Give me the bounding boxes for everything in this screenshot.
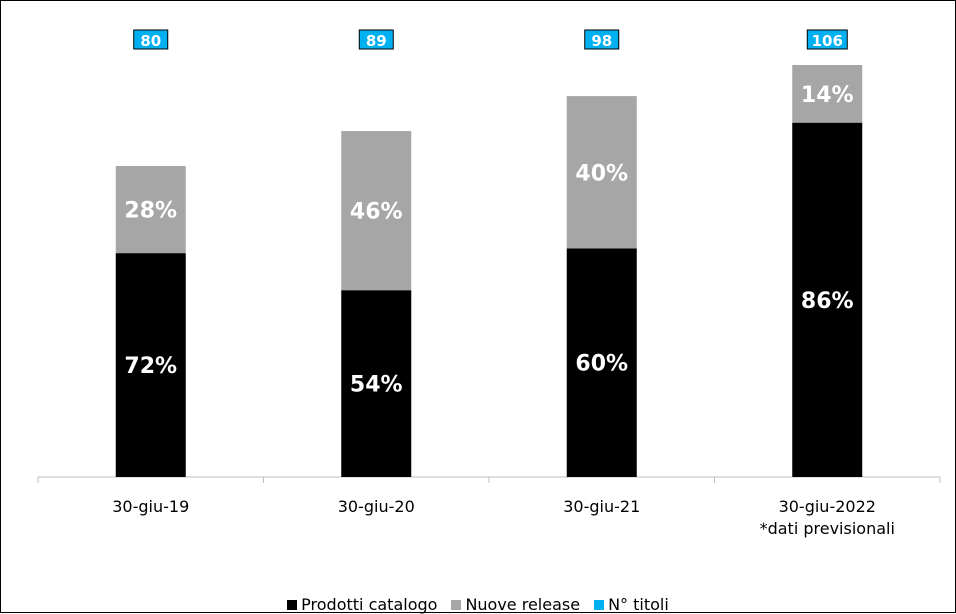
data-label-nuove-release: 40% (575, 161, 628, 186)
data-label-prodotti-catalogo: 72% (124, 354, 177, 379)
titles-count-label: 89 (366, 32, 387, 50)
data-label-prodotti-catalogo: 54% (350, 373, 403, 398)
legend-swatch-blue-icon (594, 599, 605, 610)
chart-legend: Prodotti catalogo Nuove release N° titol… (0, 595, 956, 614)
legend-item-nuove-release: Nuove release (451, 595, 580, 614)
bar-prodotti-catalogo (341, 290, 412, 477)
x-tick-label: 30-giu-21 (563, 497, 640, 516)
bar-nuove-release (566, 96, 637, 249)
data-label-prodotti-catalogo: 86% (801, 289, 854, 314)
titles-count-badge (358, 29, 394, 50)
data-label-nuove-release: 14% (801, 83, 854, 108)
x-tick-label: 30-giu-19 (112, 497, 189, 516)
titles-count-label: 80 (140, 32, 161, 50)
bar-nuove-release (792, 65, 863, 123)
legend-item-n-titoli: N° titoli (594, 595, 669, 614)
x-tick-note: *dati previsionali (760, 519, 895, 538)
bar-prodotti-catalogo (566, 248, 637, 477)
legend-swatch-black-icon (287, 599, 298, 610)
legend-label: Nuove release (465, 595, 581, 614)
legend-label: N° titoli (608, 595, 669, 614)
data-label-prodotti-catalogo: 60% (575, 352, 628, 377)
titles-count-badge (806, 29, 848, 50)
legend-swatch-gray-icon (451, 599, 462, 610)
data-label-nuove-release: 28% (124, 199, 177, 224)
legend-label: Prodotti catalogo (301, 595, 438, 614)
bar-nuove-release (115, 166, 186, 254)
titles-count-badge (584, 29, 620, 50)
titles-count-label: 98 (591, 32, 612, 50)
bar-prodotti-catalogo (792, 122, 863, 478)
titles-count-label: 106 (812, 32, 843, 50)
x-tick-label: 30-giu-20 (338, 497, 415, 516)
legend-item-prodotti-catalogo: Prodotti catalogo (287, 595, 437, 614)
x-tick-label: 30-giu-2022 (779, 497, 876, 516)
titles-count-badge (133, 29, 169, 50)
data-label-nuove-release: 46% (350, 200, 403, 225)
bar-prodotti-catalogo (115, 253, 186, 477)
bar-nuove-release (341, 131, 412, 291)
